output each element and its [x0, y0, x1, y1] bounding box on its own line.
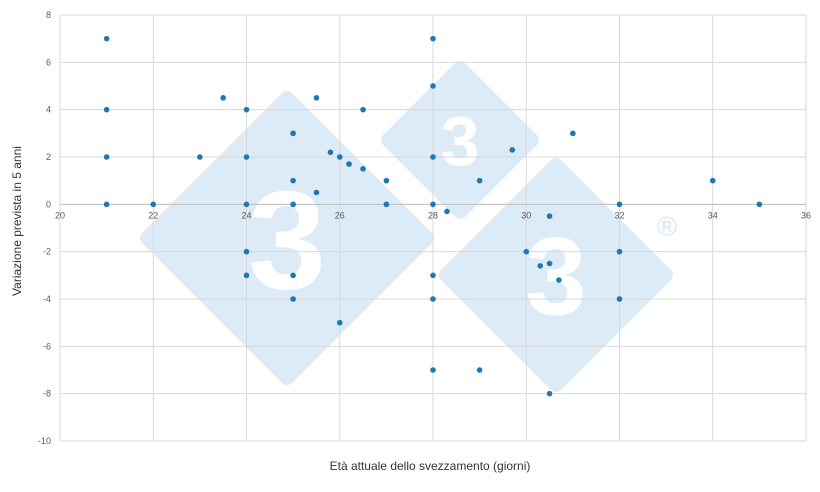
watermark-digit: 3: [441, 102, 480, 180]
data-point: [616, 296, 623, 302]
data-point: [537, 263, 544, 269]
data-point: [327, 149, 334, 156]
data-point: [546, 390, 553, 397]
y-tick-label: -2: [43, 247, 51, 257]
x-tick-label: 24: [241, 210, 251, 220]
watermark-diamond: [439, 158, 673, 392]
data-point: [243, 201, 250, 208]
data-point: [616, 201, 623, 208]
data-point: [290, 201, 296, 208]
data-point: [290, 177, 296, 184]
x-tick-label: 26: [335, 210, 345, 220]
data-point: [430, 296, 436, 302]
x-tick-label: 36: [801, 210, 811, 220]
data-point: [103, 106, 110, 113]
data-point: [476, 177, 483, 184]
y-tick-label: 8: [46, 10, 51, 20]
data-point: [103, 154, 110, 160]
data-point: [430, 35, 436, 42]
data-point: [546, 213, 553, 219]
data-point: [313, 189, 320, 196]
data-point: [103, 201, 110, 208]
watermark-diamond: [140, 91, 434, 385]
data-point: [290, 130, 296, 137]
y-axis-title: Variazione prevista in 5 anni: [10, 146, 24, 296]
watermark-logo-top: 3: [381, 61, 539, 219]
y-tick-label: -10: [38, 436, 51, 446]
data-point: [220, 95, 226, 101]
watermark-logo: 333 ®: [140, 61, 678, 392]
data-point: [756, 201, 763, 208]
x-axis-ticks: 20 22 24 26 28 30 32 34 36: [55, 210, 811, 220]
y-tick-label: 4: [46, 105, 51, 115]
data-point: [360, 166, 366, 172]
data-point: [313, 95, 320, 101]
registered-mark: ®: [657, 211, 678, 242]
data-point: [290, 272, 296, 279]
data-point: [444, 208, 450, 215]
data-point: [383, 201, 390, 208]
watermark-diamond: [381, 61, 539, 219]
data-point: [243, 248, 250, 255]
y-axis-ticks: 8 6 4 2 0 -2 -4 -6 -8 -10: [38, 10, 51, 446]
data-point: [383, 177, 390, 184]
data-point: [430, 154, 436, 160]
data-point: [336, 154, 343, 160]
data-point: [150, 201, 157, 208]
data-point: [290, 296, 296, 302]
data-point: [570, 130, 576, 137]
data-point: [360, 106, 366, 113]
x-tick-label: 28: [428, 210, 438, 220]
data-point: [709, 177, 716, 184]
x-tick-label: 32: [614, 210, 624, 220]
y-tick-label: -6: [43, 341, 51, 351]
data-point: [616, 248, 623, 255]
data-point: [430, 272, 436, 279]
data-point: [103, 35, 110, 42]
data-point: [509, 147, 516, 153]
watermark-digit: 3: [248, 161, 326, 318]
data-point: [556, 277, 562, 283]
data-point: [546, 260, 553, 267]
x-axis-title: Età attuale dello svezzamento (giorni): [330, 459, 531, 473]
data-point: [430, 83, 436, 89]
watermark-logo-right: 3: [439, 158, 673, 392]
data-point: [336, 319, 343, 326]
data-point: [523, 248, 530, 255]
data-point: [197, 154, 203, 160]
watermark-logo-left: 3: [140, 91, 434, 385]
x-tick-label: 22: [148, 210, 158, 220]
watermark-digit: 3: [525, 216, 586, 339]
x-tick-label: 30: [521, 210, 531, 220]
data-point: [346, 161, 352, 167]
y-tick-label: -4: [43, 294, 51, 304]
data-point: [243, 106, 250, 113]
data-point: [430, 201, 436, 208]
y-tick-label: 0: [46, 199, 51, 209]
x-tick-label: 34: [708, 210, 718, 220]
data-point: [243, 272, 250, 279]
data-point: [430, 367, 436, 373]
data-point: [243, 154, 250, 160]
y-tick-label: 2: [46, 152, 51, 162]
data-point: [476, 367, 483, 373]
x-tick-label: 20: [55, 210, 65, 220]
data-points: [103, 35, 763, 397]
y-tick-label: 6: [46, 57, 51, 67]
y-tick-label: -8: [43, 389, 51, 399]
